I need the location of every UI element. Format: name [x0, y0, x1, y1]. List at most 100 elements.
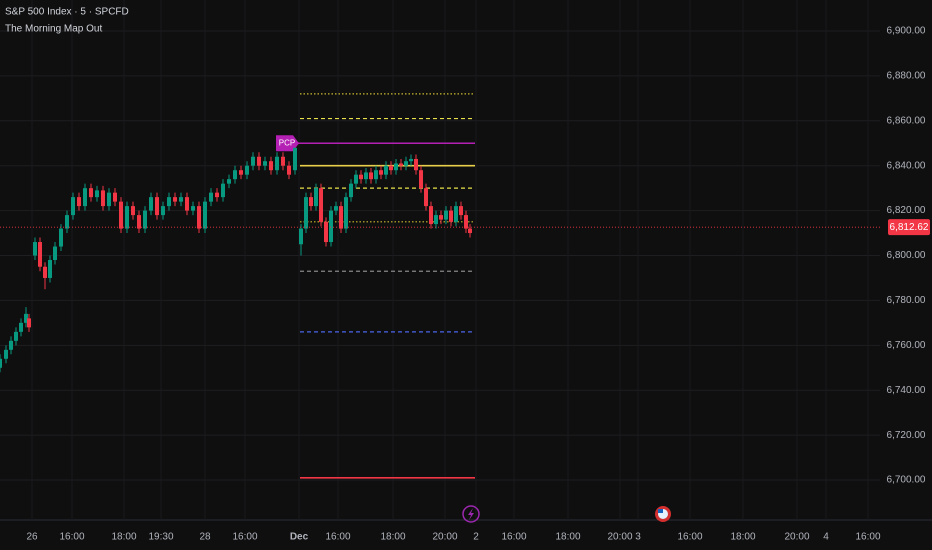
candle-body [233, 170, 237, 180]
candle-body [369, 172, 373, 180]
candle-body [394, 163, 398, 171]
chart-title: S&P 500 Index · 5 · SPCFD [5, 7, 129, 18]
candle-body [419, 170, 423, 189]
plot: PCP [0, 93, 475, 479]
x-tick-label: 20:00 [432, 532, 457, 543]
candle-body [77, 197, 81, 207]
lightning-icon [468, 508, 474, 520]
candle-body [275, 156, 279, 171]
candle-body [38, 242, 42, 267]
candle-body [197, 206, 201, 229]
candle-body [19, 322, 23, 332]
y-tick-label: 6,900.00 [887, 26, 926, 37]
candle-body [251, 156, 255, 166]
candle-body [203, 201, 207, 229]
candle-body [404, 161, 408, 166]
candle-body [221, 183, 225, 198]
x-tick-label: 28 [199, 532, 211, 543]
last-price-label: 6,812.62 [890, 222, 929, 233]
candle-body [215, 192, 219, 198]
y-tick-label: 6,720.00 [887, 430, 926, 441]
candle-body [131, 206, 135, 216]
y-tick-label: 6,700.00 [887, 475, 926, 486]
candle-body [14, 331, 18, 341]
candle-body [269, 161, 273, 171]
candle-body [239, 170, 243, 175]
candle-body [468, 228, 472, 234]
candle-body [89, 188, 93, 198]
x-tick-label: 18:00 [730, 532, 755, 543]
candle-body [464, 215, 468, 229]
y-tick-label: 6,820.00 [887, 205, 926, 216]
level-tag-label: PCP [279, 138, 295, 147]
candle-body [349, 183, 353, 198]
candle-body [33, 242, 37, 256]
candle-body [281, 156, 285, 166]
candle-body [429, 206, 433, 225]
candle-body [299, 228, 303, 245]
candle-body [167, 197, 171, 207]
x-tick-label: 16:00 [855, 532, 880, 543]
flag-icon [658, 509, 663, 513]
candle-body [24, 313, 28, 323]
last-price-box [888, 219, 930, 236]
candle-body [319, 188, 323, 222]
x-tick-label: 18:00 [111, 532, 136, 543]
candle-body [161, 206, 165, 216]
level-tag [276, 135, 299, 152]
candle-body [359, 174, 363, 180]
candle-body [59, 228, 63, 247]
candle-body [324, 221, 328, 243]
candle-body [4, 349, 8, 359]
candle-body [444, 210, 448, 220]
candle-body [293, 147, 297, 171]
y-tick-label: 6,800.00 [887, 250, 926, 261]
x-tick-label: 16:00 [59, 532, 84, 543]
candle-body [53, 246, 57, 260]
x-tick-label: 4 [823, 532, 829, 543]
candle-body [101, 190, 105, 207]
candle-body [155, 197, 159, 216]
candle-body [263, 161, 267, 166]
candle-body [339, 206, 343, 229]
candle-body [334, 206, 338, 211]
candle-body [27, 318, 31, 328]
x-tick-label: 26 [26, 532, 38, 543]
candle-body [65, 215, 69, 229]
y-tick-label: 6,840.00 [887, 160, 926, 171]
x-tick-label: 16:00 [501, 532, 526, 543]
candle-body [314, 188, 318, 207]
candle-body [287, 165, 291, 175]
x-tick-label: 16:00 [325, 532, 350, 543]
candle-body [434, 215, 438, 225]
event-icon[interactable] [462, 505, 480, 523]
candle-body [459, 206, 463, 216]
x-tick-label: 18:00 [380, 532, 405, 543]
candle-body [71, 197, 75, 216]
candle-body [354, 174, 358, 184]
x-tick-label: 2 [473, 532, 479, 543]
x-tick-label: Dec [290, 532, 309, 543]
candle-body [409, 158, 413, 162]
candle-body [125, 206, 129, 229]
candle-body [374, 170, 378, 180]
candle-body [119, 201, 123, 229]
candle-body [209, 192, 213, 202]
x-tick-label: 16:00 [232, 532, 257, 543]
x-tick-label: 20:00 [607, 532, 632, 543]
candle-body [137, 215, 141, 229]
candle-body [329, 210, 333, 243]
candle-body [227, 179, 231, 184]
candle-body [48, 260, 52, 278]
candle-body [83, 188, 87, 207]
candle-body [173, 197, 177, 202]
x-tick-label: 16:00 [677, 532, 702, 543]
candle-body [0, 358, 2, 368]
candle-body [43, 266, 47, 278]
candle-body [414, 158, 418, 171]
candle-body [143, 210, 147, 229]
candle-body [399, 163, 403, 166]
